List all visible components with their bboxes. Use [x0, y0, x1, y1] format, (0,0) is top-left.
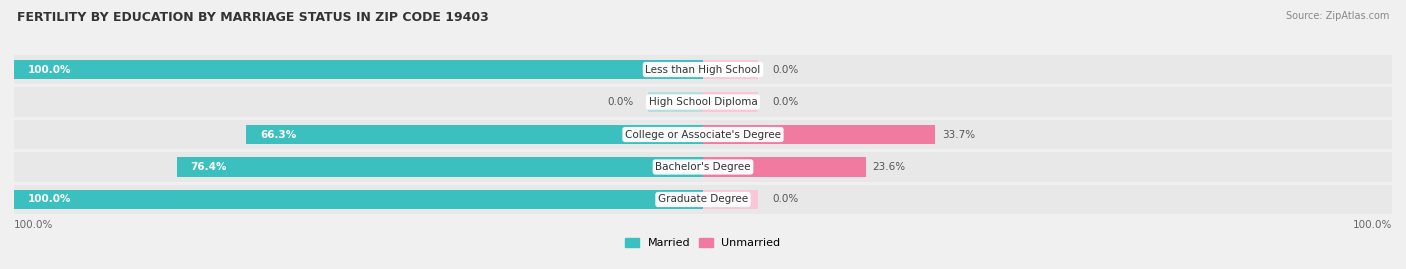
Text: 100.0%: 100.0% — [28, 65, 72, 75]
Bar — [648, 92, 703, 112]
Text: 33.7%: 33.7% — [942, 129, 976, 140]
Text: College or Associate's Degree: College or Associate's Degree — [626, 129, 780, 140]
Text: 100.0%: 100.0% — [1353, 220, 1392, 230]
Text: High School Diploma: High School Diploma — [648, 97, 758, 107]
Text: 76.4%: 76.4% — [190, 162, 226, 172]
Text: 0.0%: 0.0% — [772, 97, 799, 107]
Legend: Married, Unmarried: Married, Unmarried — [621, 233, 785, 253]
Bar — [14, 120, 1392, 149]
Text: 0.0%: 0.0% — [772, 65, 799, 75]
Text: 0.0%: 0.0% — [607, 97, 634, 107]
Text: 66.3%: 66.3% — [260, 129, 297, 140]
Text: 0.0%: 0.0% — [772, 194, 799, 204]
Text: 100.0%: 100.0% — [28, 194, 72, 204]
Bar — [703, 157, 866, 177]
Bar — [177, 157, 703, 177]
Bar — [703, 190, 758, 209]
Bar — [703, 92, 758, 112]
Bar — [246, 125, 703, 144]
Bar — [14, 152, 1392, 182]
Bar — [703, 60, 758, 79]
Bar — [14, 87, 1392, 117]
Text: 100.0%: 100.0% — [14, 220, 53, 230]
Bar — [14, 190, 703, 209]
Text: Graduate Degree: Graduate Degree — [658, 194, 748, 204]
Bar — [14, 185, 1392, 214]
Text: Less than High School: Less than High School — [645, 65, 761, 75]
Text: 23.6%: 23.6% — [873, 162, 905, 172]
Bar — [14, 55, 1392, 84]
Bar — [14, 60, 703, 79]
Bar — [703, 125, 935, 144]
Text: Source: ZipAtlas.com: Source: ZipAtlas.com — [1285, 11, 1389, 21]
Text: FERTILITY BY EDUCATION BY MARRIAGE STATUS IN ZIP CODE 19403: FERTILITY BY EDUCATION BY MARRIAGE STATU… — [17, 11, 489, 24]
Text: Bachelor's Degree: Bachelor's Degree — [655, 162, 751, 172]
